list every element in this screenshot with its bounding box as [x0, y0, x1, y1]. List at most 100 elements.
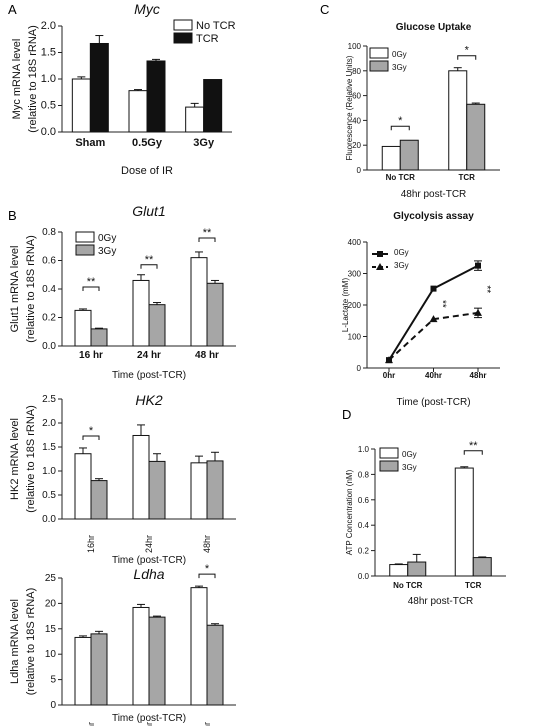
- glut1-legend-swatch: [75, 231, 95, 243]
- myc-x-tick-label: 0.5Gy: [132, 137, 163, 149]
- ldha-y-label: Ldha mRNA level: [9, 599, 21, 684]
- atp-y-tick-label: 0.4: [358, 521, 370, 530]
- ldha-bar: [90, 633, 108, 706]
- glucose-y-tick-label: 20: [352, 141, 361, 150]
- myc-x-tick-label: Sham: [75, 137, 105, 149]
- myc-legend-swatch: [173, 19, 193, 31]
- glut1-significance-bracket: [140, 264, 158, 269]
- hk2-bar: [206, 460, 224, 520]
- ldha-x-tick-label: 48hr: [202, 722, 212, 726]
- myc-y-label: Myc mRNA level: [11, 39, 23, 120]
- glycolysis-x-tick-label: 48hr: [470, 371, 487, 380]
- atp-bar: [472, 557, 492, 577]
- atp-y-tick-label: 0.8: [358, 470, 370, 479]
- atp-bar: [389, 564, 409, 577]
- glucose-y-tick-label: 100: [348, 42, 362, 51]
- myc-bar: [203, 79, 223, 133]
- ldha-y-tick-label: 25: [45, 573, 57, 584]
- myc-bar: [185, 106, 205, 133]
- glycolysis-point: [429, 315, 438, 323]
- hk2-bar: [148, 460, 166, 520]
- atp-significance-bracket: [463, 450, 483, 455]
- glucose-significance-bracket: [457, 55, 477, 60]
- glycolysis-x-tick-label: 0hr: [383, 371, 395, 380]
- glut1-legend-label: 3Gy: [98, 246, 116, 257]
- atp-x-tick-label: No TCR: [393, 581, 423, 590]
- glut1-bar: [190, 257, 208, 347]
- atp-legend-label: 0Gy: [402, 450, 417, 459]
- myc-y-label: (relative to 18S rRNA): [27, 25, 39, 133]
- hk2-x-tick-label: 48hr: [202, 535, 212, 553]
- atp-x-tick-label: TCR: [465, 581, 482, 590]
- hk2-y-tick-label: 0.5: [42, 490, 56, 501]
- myc-bar: [71, 78, 91, 133]
- glucose-y-tick-label: 0: [357, 166, 362, 175]
- glut1-legend-swatch: [75, 244, 95, 256]
- atp-y-label: ATP Concentration (nM): [345, 469, 354, 555]
- glut1-significance-label: **: [145, 254, 154, 266]
- myc-x-tick-label: 3Gy: [193, 137, 215, 149]
- ldha-bar: [74, 636, 92, 706]
- ldha-y-tick-label: 0: [50, 700, 56, 711]
- glucose-y-label: Fluorescence (Relative Units): [345, 55, 354, 160]
- ldha-significance-bracket: [198, 573, 216, 579]
- hk2-bar: [74, 453, 92, 520]
- atp-legend-swatch: [379, 460, 399, 472]
- hk2-x-label: Time (post-TCR): [112, 555, 186, 566]
- glut1-y-tick-label: 0.4: [42, 284, 56, 295]
- glycolysis-significance-label: **: [481, 285, 492, 293]
- glucose-significance-label: *: [398, 115, 403, 127]
- hk2-x-tick-label: 24hr: [144, 535, 154, 553]
- glut1-y-tick-label: 0.0: [42, 341, 56, 352]
- glut1-x-label: Time (post-TCR): [112, 370, 186, 381]
- ldha-significance-label: *: [205, 563, 210, 575]
- glut1-legend-label: 0Gy: [98, 233, 116, 244]
- glycolysis-y-tick-label: 100: [348, 333, 362, 342]
- myc-y-tick-label: 1.0: [41, 73, 56, 85]
- atp-legend-label: 3Gy: [402, 463, 417, 472]
- ldha-y-tick-label: 10: [45, 649, 57, 660]
- glycolysis-y-tick-label: 400: [348, 238, 362, 247]
- atp-legend-swatch: [379, 447, 399, 459]
- glycolysis-y-label: L-Lactate (mM): [341, 278, 350, 333]
- glucose-y-tick-label: 60: [352, 92, 361, 101]
- atp-x-label: 48hr post-TCR: [408, 596, 474, 607]
- atp-y-tick-label: 0.2: [358, 547, 370, 556]
- glycolysis-point: [385, 356, 393, 364]
- ldha-y-tick-label: 20: [45, 598, 57, 609]
- hk2-significance-label: *: [89, 425, 94, 437]
- myc-bar: [89, 42, 109, 133]
- myc-bar: [146, 60, 166, 133]
- panel-label-c: C: [320, 2, 329, 17]
- glut1-x-tick-label: 16 hr: [79, 350, 103, 361]
- glut1-bar: [206, 282, 224, 347]
- glycolysis-x-label: Time (post-TCR): [396, 397, 470, 408]
- glycolysis-point: [475, 262, 481, 269]
- ldha-y-label: (relative to 18S rRNA): [25, 588, 37, 696]
- panel-label-d: D: [342, 407, 351, 422]
- glucose-significance-label: *: [465, 45, 470, 57]
- glycolysis-legend-label: 3Gy: [394, 261, 409, 270]
- glut1-bar: [90, 328, 108, 347]
- glut1-significance-label: **: [87, 276, 96, 288]
- glucose-bar: [466, 103, 486, 171]
- glut1-significance-bracket: [198, 237, 216, 242]
- hk2-bar: [90, 480, 108, 520]
- glycolysis-series-line: [388, 264, 479, 361]
- glut1-significance-bracket: [82, 286, 100, 291]
- ldha-bar: [190, 587, 208, 706]
- glucose-title: Glucose Uptake: [396, 22, 472, 33]
- glut1-x-tick-label: 24 hr: [137, 350, 161, 361]
- ldha-x-tick-label: 16hr: [86, 722, 96, 726]
- atp-y-tick-label: 0.0: [358, 572, 370, 581]
- ldha-y-tick-label: 5: [50, 675, 56, 686]
- myc-y-tick-label: 2.0: [41, 20, 56, 32]
- glycolysis-point: [474, 308, 482, 316]
- glycolysis-y-tick-label: 300: [348, 270, 362, 279]
- ldha-y-tick-label: 15: [45, 624, 57, 635]
- glut1-bar: [148, 304, 166, 347]
- panel-label-b: B: [8, 208, 17, 223]
- glucose-legend-swatch: [369, 60, 389, 72]
- glut1-y-tick-label: 0.8: [42, 227, 56, 238]
